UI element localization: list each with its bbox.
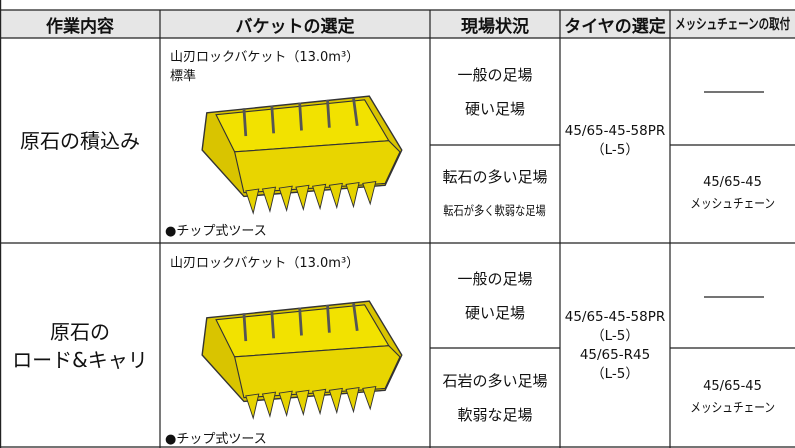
chain-text: 45/65-45 bbox=[703, 175, 762, 190]
chain-text-inner: メッシュチェーン bbox=[690, 197, 775, 212]
condition-cell: 一般の足場 硬い足場 bbox=[430, 38, 560, 145]
chain-text: メッシュチェーン bbox=[681, 398, 784, 420]
condition-text: 転石が多く軟弱な足場 bbox=[432, 194, 557, 228]
condition-text: 硬い足場 bbox=[464, 99, 525, 118]
work-cell: 原石の ロード&キャリ bbox=[0, 243, 160, 448]
work-cell: 原石の積込み bbox=[0, 38, 160, 243]
tire-text: 45/65-45-58PR bbox=[564, 122, 666, 139]
header-cell: 作業内容 bbox=[46, 16, 114, 37]
chain-text-inner: メッシュチェーン bbox=[690, 401, 775, 416]
condition-text: 硬い足場 bbox=[464, 303, 525, 322]
header-cell: バケットの選定 bbox=[235, 16, 355, 37]
bucket-name: 山刃ロックバケット（13.0m³） 標準 bbox=[170, 48, 359, 86]
work-text: 原石の bbox=[50, 319, 110, 344]
header-bg bbox=[0, 10, 795, 38]
condition-cell: 転石の多い足場 転石が多く軟弱な足場 bbox=[430, 145, 560, 243]
chain-cell: 45/65-45 メッシュチェーン bbox=[670, 348, 795, 448]
bucket-teeth: ●チップ式ツース bbox=[165, 224, 267, 239]
condition-cell: 石岩の多い足場 軟弱な足場 bbox=[430, 348, 560, 448]
chain-text: 45/65-45 bbox=[703, 379, 762, 394]
header-cell: 現場状況 bbox=[461, 16, 529, 37]
tire-text: （L-5） bbox=[591, 327, 639, 344]
condition-cell: 一般の足場 硬い足場 bbox=[430, 243, 560, 348]
condition-text: 一般の足場 bbox=[457, 65, 533, 84]
bucket-name: 山刃ロックバケット（13.0m³） bbox=[170, 254, 359, 273]
tire-text: （L-5） bbox=[591, 365, 639, 382]
chain-cell: 45/65-45 メッシュチェーン bbox=[670, 145, 795, 243]
tire-cell: 45/65-45-58PR （L-5） 45/65-R45 （L-5） bbox=[560, 243, 670, 448]
bucket-note: 標準 bbox=[170, 69, 197, 84]
bucket-name-text: 山刃ロックバケット（13.0m³） bbox=[170, 50, 360, 65]
header-text: メッシュチェーンの取付 bbox=[675, 17, 790, 33]
header-cell: メッシュチェーンの取付 bbox=[670, 10, 795, 38]
condition-text: 一般の足場 bbox=[457, 269, 533, 288]
bucket-illustration bbox=[200, 299, 404, 420]
condition-text: 転石の多い足場 bbox=[442, 168, 548, 186]
header-cell: タイヤの選定 bbox=[564, 16, 666, 37]
work-text: ロード&キャリ bbox=[12, 347, 148, 372]
condition-text: 軟弱な足場 bbox=[457, 406, 533, 424]
bucket-illustration bbox=[200, 94, 404, 215]
tire-text: 45/65-R45 bbox=[579, 346, 651, 363]
condition-text: 石岩の多い足場 bbox=[442, 372, 548, 390]
chain-text: メッシュチェーン bbox=[681, 194, 784, 216]
tire-cell: 45/65-45-58PR （L-5） bbox=[560, 38, 670, 243]
bucket-teeth: ●チップ式ツース bbox=[165, 432, 267, 447]
work-text: 原石の積込み bbox=[20, 128, 140, 153]
tire-text: 45/65-45-58PR bbox=[564, 308, 666, 325]
condition-text-inner: 転石が多く軟弱な足場 bbox=[443, 203, 547, 218]
tire-text: （L-5） bbox=[591, 141, 639, 158]
bucket-name-text: 山刃ロックバケット（13.0m³） bbox=[170, 256, 360, 271]
